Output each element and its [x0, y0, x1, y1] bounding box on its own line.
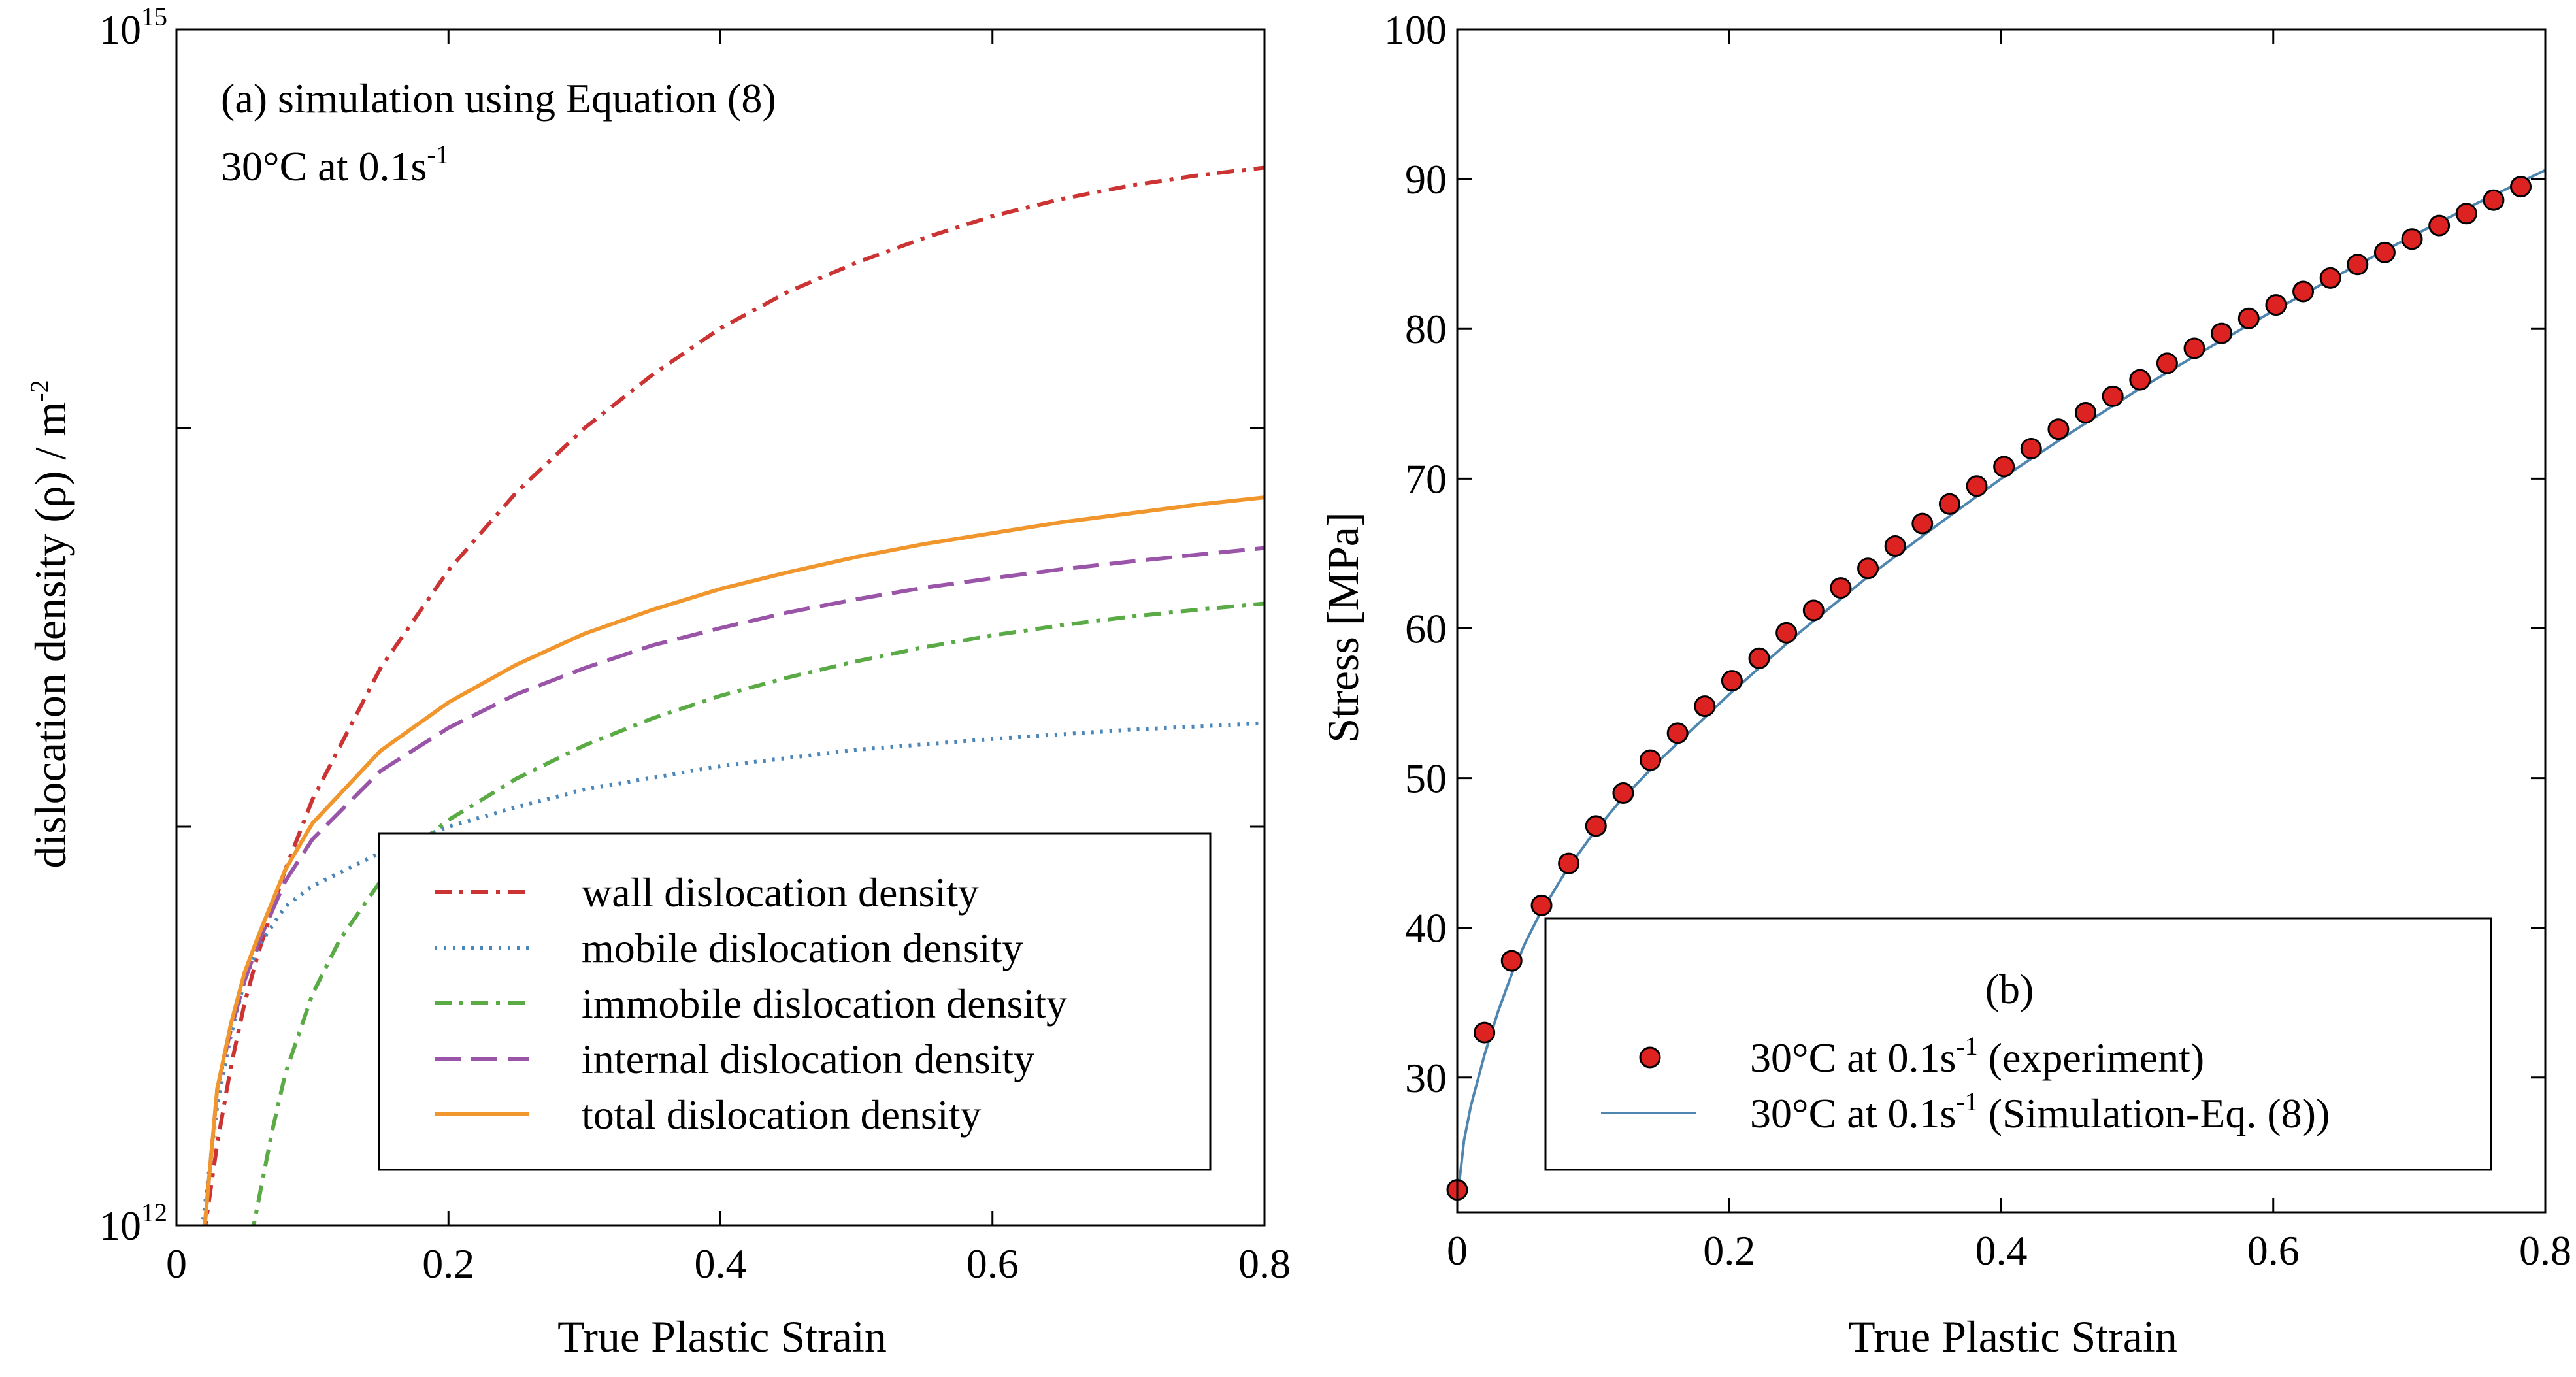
panel-a-x-tick-label: 0 [166, 1240, 187, 1287]
panel-a-legend-label-3: internal dislocation density [582, 1036, 1034, 1082]
panel-b-experiment-point [1474, 1021, 1496, 1044]
panel-b-experiment-point [1993, 456, 2015, 478]
panel-b-legend-label-0: 30°C at 0.1s-1 (experiment) [1750, 1031, 2204, 1081]
panel-b-experiment-point [1775, 622, 1798, 644]
panel-b-experiment-point [1500, 950, 1523, 972]
panel-b-experiment-point [1884, 535, 1906, 557]
panel-b-y-tick-label: 80 [1405, 306, 1447, 352]
panel-a-legend-label-1: mobile dislocation density [582, 925, 1023, 971]
panel-b-experiment-point [2102, 385, 2124, 407]
panel-b-experiment-point [1640, 749, 1662, 771]
panel-b-x-tick-label: 0.8 [2519, 1227, 2571, 1274]
panel-a-y-tick-label: 1012 [99, 1198, 167, 1249]
panel-a-legend-label-4: total dislocation density [582, 1091, 981, 1138]
panel-b-legend-box [1544, 917, 2492, 1171]
panel-a-x-tick-label: 0.8 [1238, 1240, 1291, 1287]
panel-a-x-tick-label: 0.2 [422, 1240, 474, 1287]
panel-b-experiment-point [1585, 815, 1607, 837]
panel-b-experiment-point [2129, 369, 2151, 391]
panel-b-experiment-point [2373, 241, 2396, 263]
panel-b-experiment-point [2455, 203, 2477, 225]
panel-b-y-axis-title: Stress [MPa] [1318, 512, 1368, 742]
panel-b-experiment-point [2047, 418, 2070, 440]
panel-b-legend-marker [1639, 1046, 1661, 1069]
panel-a-legend: wall dislocation density mobile dislocati… [378, 832, 1212, 1171]
panel-b-experiment-point [1857, 557, 1879, 580]
panel-b-x-tick-label: 0.6 [2247, 1227, 2300, 1274]
panel-a-ticks: 0 0.2 0.4 0.6 0.8 1012 1015 [99, 2, 1291, 1287]
panel-b-experiment-point [2319, 267, 2341, 289]
panel-b-legend-label-1: 30°C at 0.1s-1 (Simulation-Eq. (8)) [1750, 1087, 2330, 1136]
panel-b-experiment-point [2156, 352, 2178, 374]
panel-b-y-tick-label: 40 [1405, 905, 1447, 952]
panel-a-series-line-3 [203, 546, 1264, 1225]
panel-a-series-group [200, 165, 1264, 1225]
panel-b-experiment-point [1612, 782, 1634, 804]
panel-b-label: (b) [1985, 966, 2034, 1012]
panel-a-series-line-0 [203, 165, 1264, 1225]
panel-b-experiment-point [2183, 337, 2205, 359]
panel-b-experiment-point [2428, 214, 2451, 237]
panel-b-experiment-point [2510, 176, 2532, 198]
panel-a-legend-label-0: wall dislocation density [582, 869, 979, 916]
panel-a-legend-label-2: immobile dislocation density [582, 980, 1067, 1027]
panel-a-condition: 30°C at 0.1s-1 [221, 140, 449, 190]
panel-b-x-tick-label: 0.2 [1703, 1227, 1755, 1274]
panel-b-experiment-point [1721, 670, 1743, 692]
panel-b-ticks: 0 0.2 0.4 0.6 0.8 30 40 50 60 70 80 90 100 [1384, 7, 2571, 1274]
panel-b-y-tick-label: 30 [1405, 1055, 1447, 1101]
panel-b-experiment-point [1830, 577, 1852, 599]
panel-a-series-line-2 [252, 601, 1264, 1225]
panel-b-experiment-point [1530, 894, 1553, 916]
panel-b-stress-strain-chart: 0 0.2 0.4 0.6 0.8 30 40 50 60 70 80 90 100 True Plas… [1318, 7, 2571, 1361]
panel-b-y-tick-label: 60 [1405, 605, 1447, 652]
panel-b-x-tick-label: 0 [1447, 1227, 1468, 1274]
panel-b-series-group [1446, 169, 2545, 1201]
panel-a-title: (a) simulation using Equation (8) [221, 75, 776, 122]
panel-b-y-tick-label: 100 [1384, 7, 1447, 53]
panel-b-y-tick-label: 70 [1405, 456, 1447, 502]
panel-b-experiment-point [2237, 307, 2260, 329]
panel-a-x-tick-label: 0.4 [695, 1240, 747, 1287]
panel-b-experiment-point [2075, 402, 2097, 424]
panel-b-y-tick-label: 90 [1405, 156, 1447, 203]
panel-b-experiment-point [1558, 852, 1580, 874]
panel-b-experiment-point [2211, 322, 2233, 344]
panel-b-x-tick-label: 0.4 [1975, 1227, 2028, 1274]
panel-b-experiment-point [1802, 599, 1825, 622]
panel-b-x-axis-title: True Plastic Strain [1848, 1312, 2177, 1361]
panel-b-experiment-point [1666, 722, 1689, 744]
panel-b-y-tick-label: 50 [1405, 755, 1447, 802]
panel-b-experiment-point [2483, 189, 2505, 211]
panel-a-dislocation-density-chart: 0 0.2 0.4 0.6 0.8 1012 1015 (a) simulation usi… [25, 2, 1291, 1361]
panel-b-experiment-point [1938, 493, 1960, 515]
panel-b-experiment-point [1966, 475, 1988, 497]
panel-b-experiment-point [2347, 254, 2369, 276]
panel-a-series-line-4 [203, 495, 1264, 1225]
panel-a-y-tick-label: 1015 [99, 2, 167, 53]
panel-b-experiment-point [2292, 280, 2315, 303]
panel-a-y-axis-title: dislocation density (ρ) / m-2 [25, 380, 75, 868]
panel-a-x-tick-label: 0.6 [966, 1240, 1019, 1287]
panel-b-legend: (b) 30°C at 0.1s-1 (experiment) 30°C at 0… [1544, 917, 2492, 1171]
panel-b-experiment-point [1911, 512, 1934, 535]
panel-b-experiment-point [1748, 647, 1770, 669]
panel-b-experiment-point [2265, 294, 2287, 316]
panel-a-x-axis-title: True Plastic Strain [557, 1312, 887, 1361]
panel-b-experiment-point [2020, 438, 2042, 460]
panel-b-experiment-point [2401, 228, 2423, 250]
panel-b-experiment-point [1694, 695, 1716, 718]
